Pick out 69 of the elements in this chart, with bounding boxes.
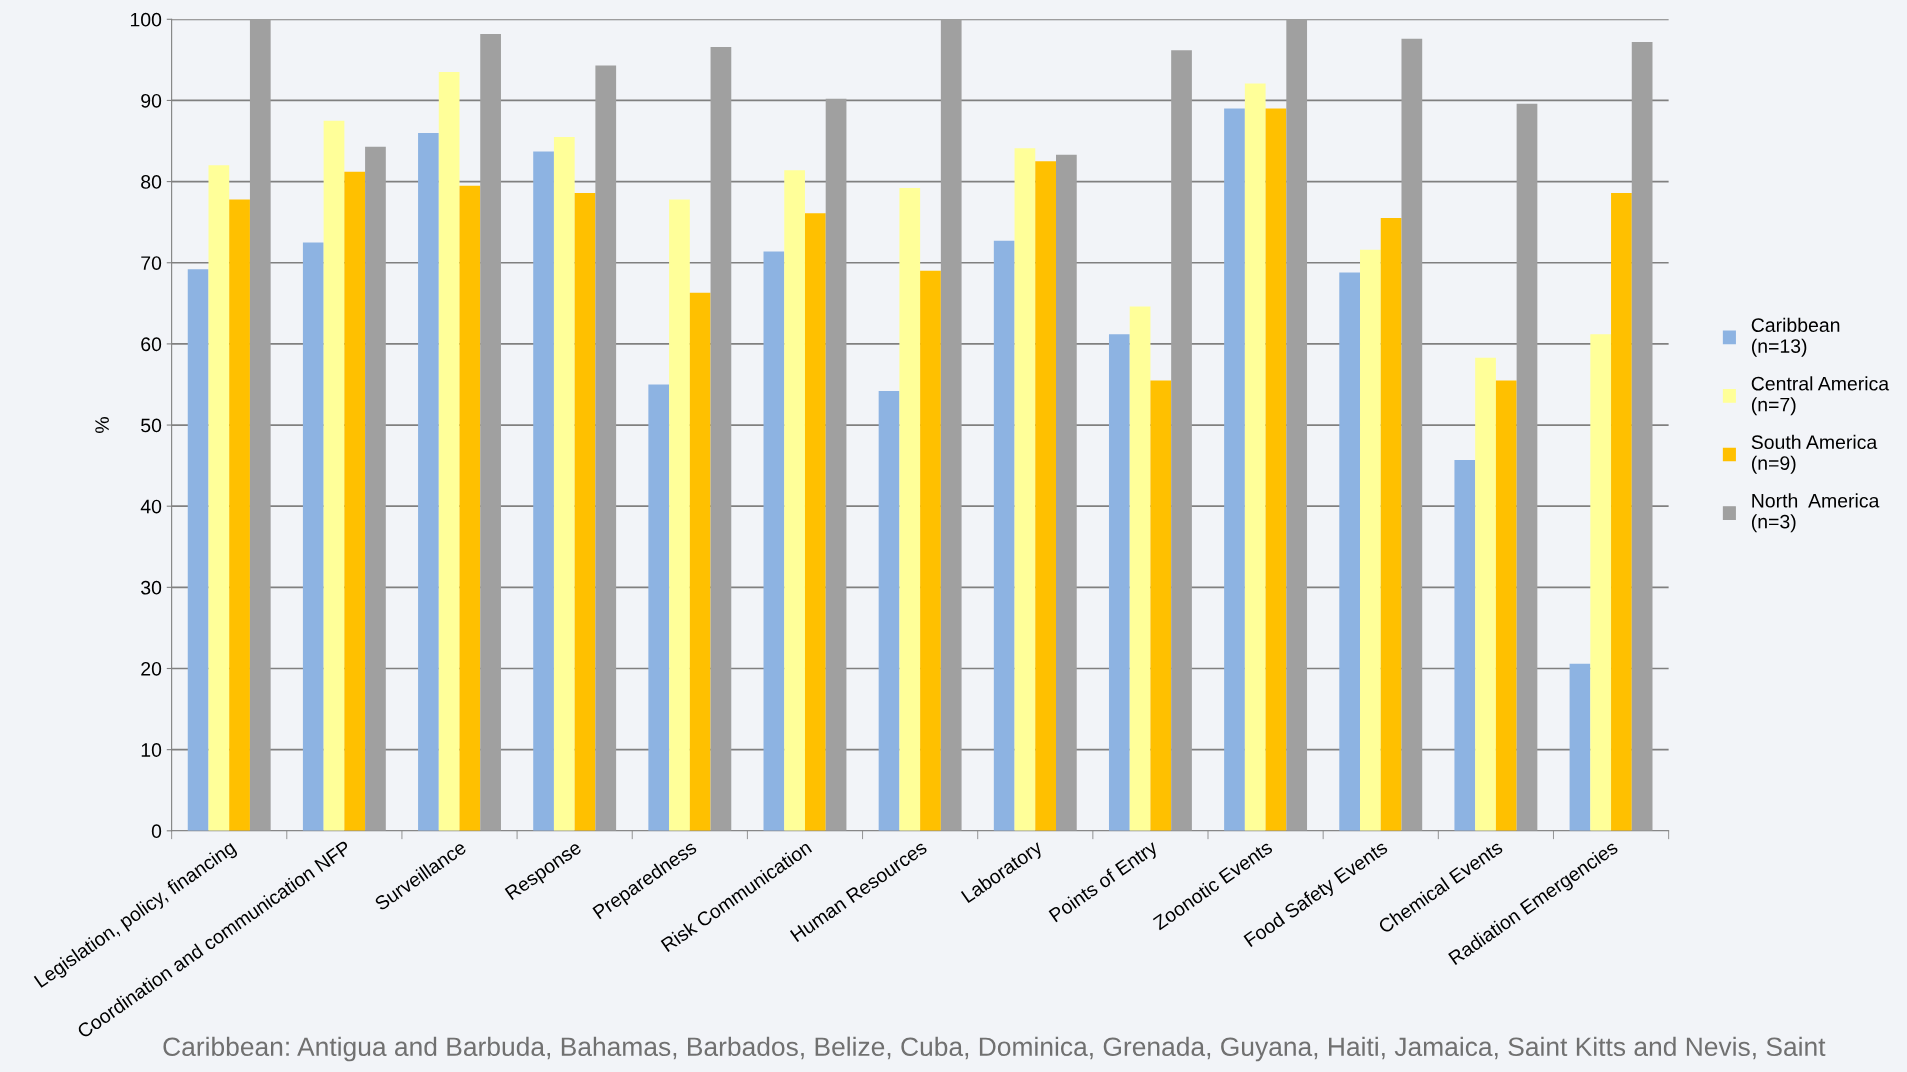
bar [1339, 272, 1361, 831]
bar [249, 19, 271, 831]
y-axis-title: % [95, 417, 109, 433]
bar [689, 292, 711, 831]
bar [574, 192, 596, 831]
y-tick-label: 0 [151, 824, 162, 839]
y-tick-label: 90 [141, 93, 162, 108]
bar [595, 65, 617, 831]
legend-label: Central America (n=7) [1751, 376, 1890, 416]
bar [1224, 108, 1245, 831]
bar [480, 33, 501, 831]
y-tick-label: 100 [130, 12, 162, 27]
bar [553, 136, 575, 831]
bar [1631, 42, 1653, 831]
bar [899, 188, 921, 831]
bar [1056, 154, 1077, 831]
y-tick-label: 30 [141, 580, 162, 595]
bar [1590, 334, 1612, 831]
bar [940, 19, 962, 831]
bar [229, 199, 250, 831]
bar [187, 269, 209, 831]
bar [1475, 357, 1496, 831]
bar [1454, 459, 1476, 831]
bar [418, 132, 439, 831]
bar [648, 384, 670, 831]
bar [1380, 218, 1402, 831]
bar [1244, 83, 1266, 831]
bar [804, 213, 826, 831]
bar [1265, 108, 1287, 831]
bar [1108, 334, 1130, 831]
bar [1569, 663, 1591, 831]
y-tick-label: 50 [141, 418, 162, 433]
text: Caribbean: Antigua and Barbuda, Bahamas, Barbados, Belize, Cuba, Dominica, Grenada, Guyana, Haiti, Jamaica, Saint Kitts and Nevis, Saint [163, 1036, 1826, 1062]
bar [1171, 50, 1192, 831]
bar [1495, 380, 1517, 831]
y-tick-label: 80 [141, 175, 162, 189]
bar [1401, 38, 1423, 831]
legend-label: Caribbean (n=13) [1751, 317, 1840, 357]
bar [1014, 148, 1036, 831]
bar [669, 199, 690, 831]
legend-label: North America (n=3) [1751, 493, 1880, 533]
bar [302, 242, 324, 831]
bar [1611, 192, 1632, 831]
bar [344, 171, 366, 831]
y-tick-label: 10 [141, 743, 162, 757]
bar [459, 185, 481, 831]
bar [878, 390, 900, 831]
bar [1035, 161, 1057, 831]
bar [920, 270, 941, 831]
bar [323, 120, 345, 831]
bar [1360, 249, 1381, 831]
bar [1150, 380, 1172, 831]
y-tick-label: 20 [141, 661, 162, 676]
bar [993, 240, 1015, 831]
bar [825, 98, 847, 831]
bar [438, 72, 460, 831]
bar [1129, 306, 1151, 831]
bar [533, 151, 554, 831]
bar [784, 170, 805, 831]
bar [1286, 19, 1308, 831]
y-tick-label: 70 [141, 256, 162, 270]
bar [208, 165, 230, 831]
y-tick-label: 60 [141, 337, 162, 352]
bar [365, 146, 386, 831]
y-tick-label: 40 [140, 499, 162, 514]
bar [710, 46, 732, 831]
bar [763, 251, 785, 831]
legend-label: South America (n=9) [1751, 434, 1878, 474]
bar [1516, 103, 1538, 831]
